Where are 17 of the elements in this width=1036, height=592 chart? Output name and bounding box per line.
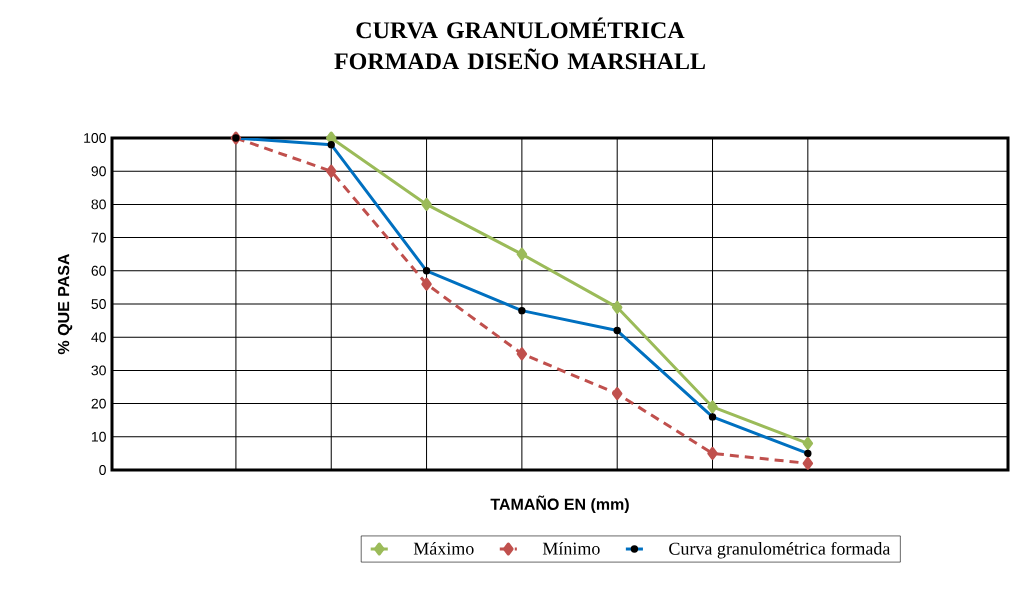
legend-label: Máximo xyxy=(413,542,474,555)
y-tick-label: 50 xyxy=(91,299,106,309)
y-axis-title: % QUE PASA xyxy=(57,253,73,355)
y-tick-label: 70 xyxy=(91,232,106,243)
y-tick-label: 80 xyxy=(91,199,106,210)
y-tick-label: 100 xyxy=(84,133,106,143)
y-tick-label: 30 xyxy=(91,365,106,376)
y-tick-label: 20 xyxy=(91,398,106,409)
y-tick-label: 60 xyxy=(91,265,106,276)
y-tick-label: 40 xyxy=(91,332,106,343)
x-axis-title: TAMAÑO EN (mm) xyxy=(490,495,629,514)
y-tick-label: 90 xyxy=(91,166,106,177)
chart-title: CURVA GRANULOMÉTRICA FORMADA DISEÑO MARSHALL xyxy=(334,17,705,70)
legend-label: Curva granulométrica formada xyxy=(669,541,891,559)
y-tick-label: 0 xyxy=(99,465,106,475)
y-tick-label: 10 xyxy=(91,431,106,442)
legend-label: Mínimo xyxy=(542,542,600,555)
